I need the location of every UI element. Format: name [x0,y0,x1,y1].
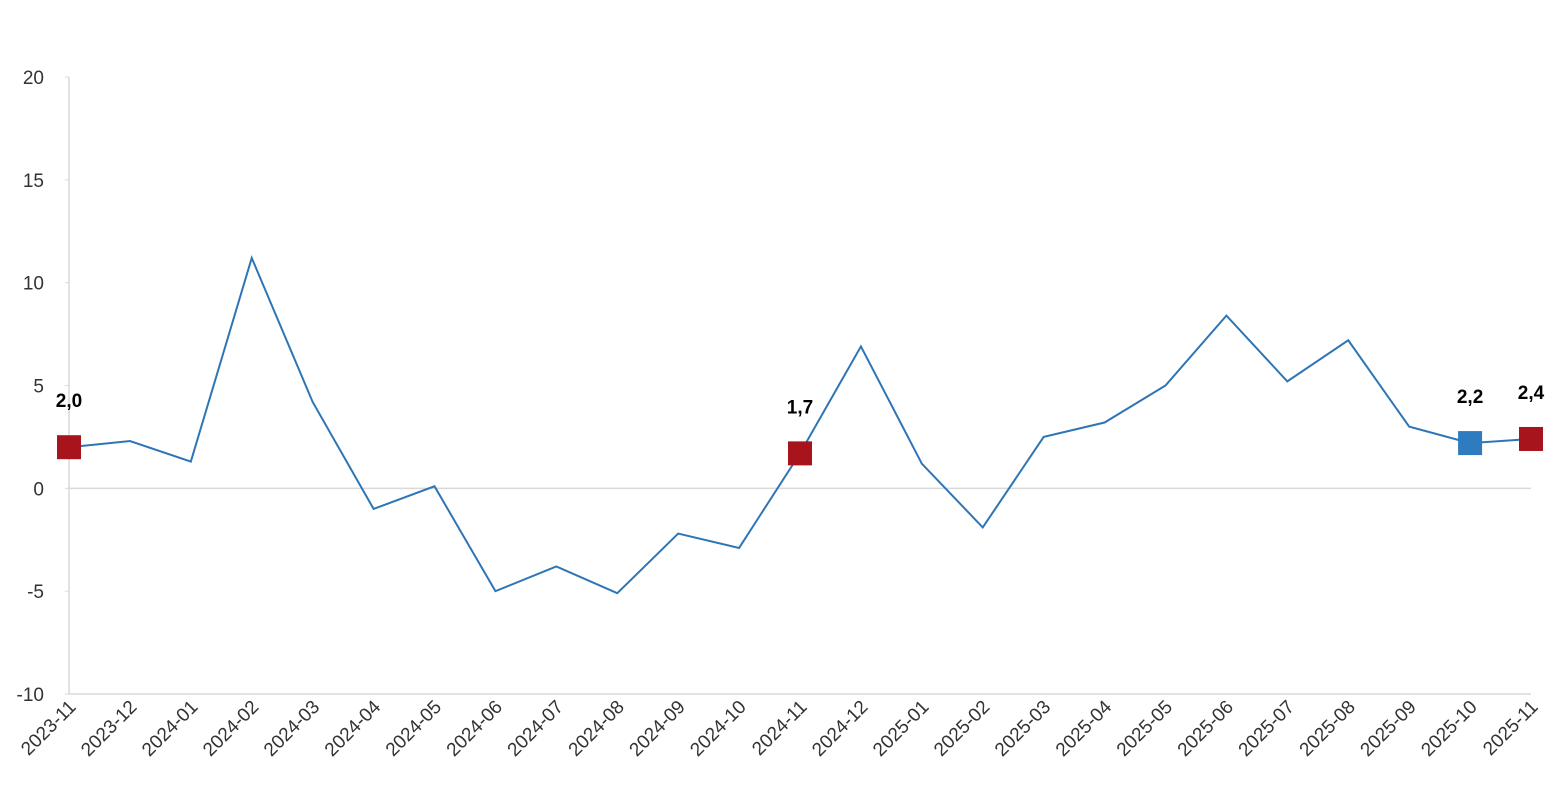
x-tick-label: 2023-11 [17,697,80,760]
data-label: 2,4 [1518,383,1545,404]
marker [788,441,812,466]
y-tick-label: 0 [33,479,44,500]
x-tick-label: 2025-11 [1479,697,1542,760]
y-tick-label: 20 [23,68,44,89]
x-tick-label: 2023-12 [77,697,141,761]
x-tick-label: 2024-01 [138,697,202,761]
x-tick-label: 2024-08 [565,697,629,761]
y-tick-label: 10 [23,274,44,295]
x-tick-label: 2025-10 [1417,697,1481,761]
x-tick-label: 2025-07 [1235,697,1299,761]
line [68,255,1532,595]
x-tick-label: 2025-01 [869,697,933,761]
x-tick-label: 2024-09 [626,697,690,761]
x-tick-label: 2024-07 [504,697,568,761]
x-tick-label: 2024-06 [443,697,507,761]
marker [1458,431,1483,456]
y-tick-label: -10 [17,685,44,706]
y-tick-label: 15 [23,171,44,192]
data-label: 2,2 [1457,387,1483,408]
x-tick-label: 2024-04 [321,696,385,760]
x-tick-label: 2024-03 [260,697,324,761]
y-tick-label: -5 [27,582,44,603]
x-tick-label: 2024-02 [199,697,263,761]
y-tick-label: 5 [33,377,44,398]
data-label: 1,7 [787,397,813,418]
x-tick-label: 2024-05 [382,697,446,761]
x-tick-label: 2024-11 [748,697,811,760]
x-tick-label: 2025-05 [1113,697,1177,761]
x-tick-label: 2025-08 [1296,697,1360,761]
x-tick-label: 2025-02 [930,697,994,761]
x-tick-label: 2025-06 [1174,697,1238,761]
x-tick-label: 2025-04 [1052,696,1116,760]
x-tick-label: 2024-10 [686,697,750,761]
marker [1519,426,1543,451]
x-tick-label: 2025-03 [991,697,1055,761]
x-tick-label: 2024-12 [808,697,872,761]
marker [57,435,81,460]
data-label: 2,0 [56,391,82,412]
x-tick-label: 2025-09 [1357,697,1421,761]
